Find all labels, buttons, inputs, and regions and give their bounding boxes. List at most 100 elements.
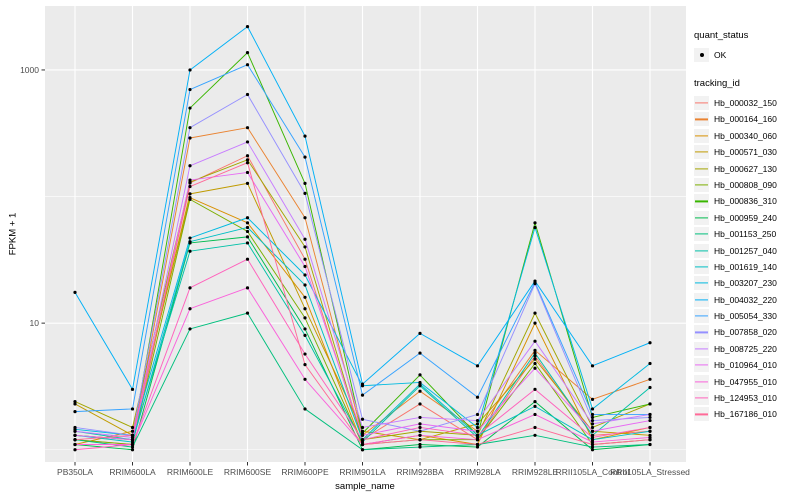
data-point bbox=[188, 184, 192, 189]
data-point bbox=[303, 273, 307, 277]
x-tick-label: RRIM928LA bbox=[454, 467, 501, 477]
data-point bbox=[418, 402, 422, 406]
data-point bbox=[475, 442, 480, 447]
x-tick-label: RRIM901LA bbox=[339, 467, 386, 477]
legend-key-line bbox=[694, 161, 709, 176]
line-swatch-icon bbox=[695, 315, 708, 317]
legend-item-tracking-id: Hb_008725_220 bbox=[694, 341, 800, 356]
data-point bbox=[245, 63, 250, 67]
data-point bbox=[245, 181, 250, 186]
legend-key-line bbox=[694, 243, 709, 258]
data-point bbox=[418, 438, 422, 442]
data-point bbox=[245, 286, 250, 290]
data-point bbox=[73, 433, 77, 437]
data-point bbox=[475, 412, 480, 417]
data-point bbox=[303, 377, 307, 381]
x-tick-label: RRIM928BA bbox=[396, 467, 444, 477]
data-point bbox=[130, 425, 135, 430]
data-point bbox=[188, 68, 192, 72]
data-point bbox=[590, 435, 595, 440]
line-swatch-icon bbox=[695, 397, 708, 399]
data-point bbox=[245, 221, 250, 225]
data-point bbox=[648, 377, 652, 381]
data-point bbox=[245, 257, 250, 261]
data-point bbox=[130, 387, 135, 391]
data-point bbox=[533, 387, 537, 391]
data-point bbox=[360, 417, 365, 421]
legend-key-line bbox=[694, 292, 709, 307]
legend-item-label: Hb_000571_030 bbox=[714, 147, 777, 158]
line-swatch-icon bbox=[695, 331, 708, 334]
data-point bbox=[303, 333, 307, 338]
legend-item-tracking-id: Hb_000571_030 bbox=[694, 145, 800, 160]
data-point bbox=[303, 245, 307, 249]
data-point bbox=[533, 425, 537, 430]
data-point bbox=[648, 341, 652, 345]
data-point bbox=[533, 366, 537, 370]
data-point bbox=[590, 442, 595, 447]
data-point bbox=[533, 321, 537, 325]
data-point bbox=[73, 442, 77, 447]
data-point bbox=[303, 295, 307, 299]
legend-item-label: Hb_001619_140 bbox=[714, 261, 777, 272]
data-point bbox=[533, 399, 537, 404]
data-point bbox=[303, 155, 307, 159]
data-point bbox=[245, 216, 250, 220]
data-point bbox=[303, 407, 307, 411]
line-swatch-icon bbox=[695, 200, 708, 202]
data-point bbox=[130, 448, 135, 452]
data-point bbox=[303, 237, 307, 241]
data-point bbox=[303, 181, 307, 186]
data-point bbox=[648, 418, 652, 423]
data-point bbox=[533, 433, 537, 437]
legend-title-quant-status: quant_status bbox=[694, 30, 749, 41]
data-point bbox=[130, 438, 135, 442]
data-point bbox=[245, 158, 250, 162]
legend-item-label: Hb_124953_010 bbox=[714, 393, 777, 404]
line-swatch-icon bbox=[695, 118, 708, 120]
data-point bbox=[418, 389, 422, 393]
data-point bbox=[590, 397, 595, 401]
data-point bbox=[73, 290, 77, 294]
data-point bbox=[360, 438, 365, 442]
x-tick-label: RRIM600LE bbox=[167, 467, 214, 477]
legend-key-line bbox=[694, 128, 709, 143]
legend-item-tracking-id: Hb_000808_090 bbox=[694, 177, 800, 192]
data-point bbox=[648, 385, 652, 390]
data-point bbox=[130, 429, 135, 433]
legend-key-point bbox=[694, 48, 709, 62]
data-point bbox=[188, 126, 192, 130]
data-point bbox=[130, 433, 135, 437]
data-point bbox=[73, 438, 77, 442]
data-point bbox=[475, 438, 480, 442]
data-point bbox=[475, 429, 480, 433]
legend-item-tracking-id: Hb_003207_230 bbox=[694, 276, 800, 291]
line-swatch-icon bbox=[695, 184, 708, 186]
data-point bbox=[303, 352, 307, 356]
line-swatch-icon bbox=[695, 217, 708, 219]
legend-key-line bbox=[694, 309, 709, 324]
data-point bbox=[73, 402, 77, 406]
legend-panel: quant_status OK tracking_id Hb_000032_15… bbox=[694, 30, 800, 424]
legend-item-tracking-id: Hb_000164_160 bbox=[694, 112, 800, 127]
line-swatch-icon bbox=[695, 233, 708, 235]
legend-item-tracking-id: Hb_000959_240 bbox=[694, 210, 800, 225]
data-point bbox=[245, 311, 250, 315]
data-point bbox=[245, 126, 250, 130]
data-point bbox=[590, 438, 595, 442]
x-tick-label: RRIM600LA bbox=[109, 467, 156, 477]
data-point bbox=[590, 445, 595, 449]
legend-item-tracking-id: Hb_004032_220 bbox=[694, 292, 800, 307]
data-point bbox=[73, 425, 77, 430]
legend-item-label: Hb_000164_160 bbox=[714, 114, 777, 125]
data-point bbox=[418, 422, 422, 426]
data-point bbox=[303, 307, 307, 311]
data-point bbox=[360, 382, 365, 386]
data-point bbox=[188, 164, 192, 168]
line-swatch-icon bbox=[695, 299, 708, 301]
data-point bbox=[533, 311, 537, 315]
legend-item-label: Hb_000959_240 bbox=[714, 212, 777, 223]
data-point bbox=[73, 429, 77, 433]
data-point bbox=[590, 440, 595, 444]
